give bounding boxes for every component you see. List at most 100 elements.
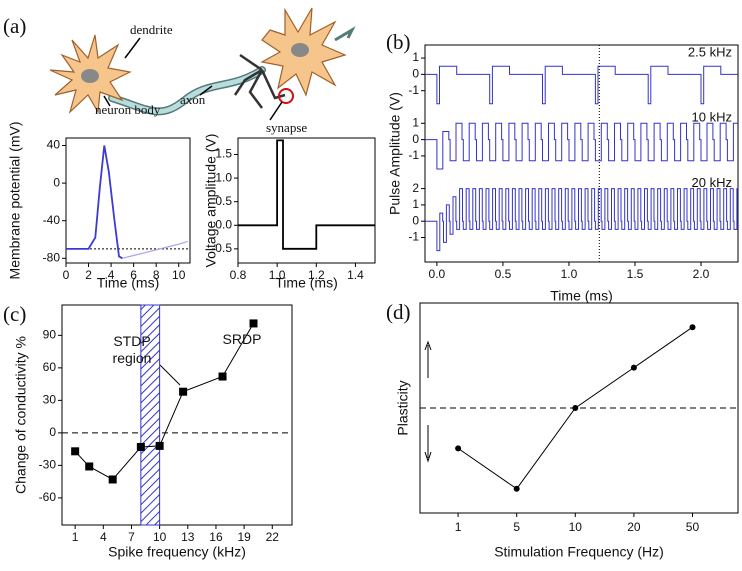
- y-tick-label: 1: [412, 50, 419, 64]
- y-tick-label: -30: [39, 458, 57, 472]
- y-tick-label: 1: [412, 197, 419, 211]
- y-tick-label: 1: [412, 115, 419, 129]
- y-tick-label: -1: [408, 148, 419, 162]
- data-line: [66, 145, 123, 260]
- x-tick-label: 2: [85, 268, 92, 282]
- y-axis-label: Pulse Amplitude (V): [387, 92, 403, 215]
- up-arrow: [424, 340, 432, 378]
- down-arrow: [424, 425, 432, 463]
- y-tick-label: 0: [412, 213, 419, 227]
- data-point: [108, 475, 117, 484]
- illustration-label: axon: [180, 92, 206, 107]
- y-axis-label: Change of conductivity %: [13, 336, 29, 494]
- x-tick-label: 7: [128, 530, 135, 544]
- illustration-label: neuron body: [95, 102, 161, 117]
- pulse-trace: [425, 188, 738, 252]
- data-line: [122, 240, 188, 259]
- trace-label: 20 kHz: [692, 175, 732, 190]
- y-tick-label: 2: [412, 181, 419, 195]
- data-point: [249, 319, 258, 328]
- plot-frame: [237, 137, 376, 264]
- data-point: [513, 485, 520, 492]
- x-tick-label: 4: [108, 268, 115, 282]
- data-point: [689, 324, 696, 331]
- x-tick-label: 0.8: [230, 268, 247, 282]
- x-tick-label: 1.0: [269, 268, 286, 282]
- y-tick-label: 60: [43, 360, 57, 374]
- illustration-label: synapse: [266, 120, 307, 135]
- panel-label: (d): [386, 300, 411, 324]
- x-tick-label: 5: [513, 520, 520, 534]
- x-tick-label: 50: [686, 520, 700, 534]
- x-tick-label: 0.0: [429, 267, 446, 281]
- x-tick-label: 16: [209, 530, 223, 544]
- x-axis-label: Time (ms): [550, 288, 612, 304]
- x-tick-label: 4: [100, 530, 107, 544]
- x-tick-label: 0.5: [495, 267, 512, 281]
- y-axis-label: Voltage amplitude (V): [203, 134, 219, 268]
- y-tick-label: 0: [412, 132, 419, 146]
- y-tick-label: -1: [408, 83, 419, 97]
- y-tick-label: -40: [43, 213, 61, 227]
- data-point: [71, 447, 80, 456]
- data-point: [179, 387, 188, 396]
- x-tick-label: 1: [72, 530, 79, 544]
- y-axis-label: Plasticity: [395, 380, 411, 435]
- x-tick-label: 20: [627, 520, 641, 534]
- x-tick-label: 6: [130, 268, 137, 282]
- y-tick-label: -80: [43, 250, 61, 264]
- x-tick-label: 13: [181, 530, 195, 544]
- illustration-label: dendrite: [130, 22, 173, 37]
- panel-label: (b): [386, 30, 411, 54]
- neuron-illustration: [49, 7, 356, 121]
- data-point: [455, 445, 462, 452]
- data-point: [155, 441, 164, 450]
- x-tick-label: 0: [63, 268, 70, 282]
- annotation: STDP region: [112, 333, 152, 366]
- pulse-trace: [425, 122, 738, 170]
- plot-frame: [65, 137, 191, 264]
- x-tick-label: 2.0: [693, 267, 710, 281]
- panel-label: (a): [3, 14, 26, 38]
- y-tick-label: 0: [53, 175, 60, 189]
- x-axis-label: Spike frequency (kHz): [108, 544, 246, 560]
- trace-label: 2.5 kHz: [688, 44, 732, 59]
- data-line: [238, 139, 375, 250]
- y-axis-label: Membrane potential (mV): [7, 122, 23, 280]
- plot-frame: [424, 44, 739, 263]
- x-tick-label: 19: [237, 530, 251, 544]
- x-axis-label: Time (ms): [275, 275, 337, 291]
- data-point: [218, 372, 227, 381]
- x-tick-label: 1.4: [347, 268, 364, 282]
- x-tick-label: 10: [172, 268, 186, 282]
- pulse-trace: [425, 65, 738, 105]
- y-tick-label: 0.5: [215, 194, 232, 208]
- annotation: SRDP: [222, 331, 262, 347]
- x-axis-label: Time (ms): [97, 275, 159, 291]
- panel-label: (c): [3, 302, 26, 326]
- data-point: [136, 442, 145, 451]
- y-tick-label: 0: [412, 67, 419, 81]
- data-point: [572, 405, 579, 411]
- x-tick-label: 1: [455, 520, 462, 534]
- data-point: [85, 462, 94, 471]
- y-tick-label: 1.0: [215, 170, 232, 184]
- x-tick-label: 10: [153, 530, 167, 544]
- x-axis-label: Stimulation Frequency (Hz): [494, 544, 664, 560]
- annotation-arrow: [159, 364, 181, 386]
- x-tick-label: 10: [569, 520, 583, 534]
- stdp-region: [140, 304, 161, 526]
- y-tick-label: 1.5: [215, 147, 232, 161]
- y-tick-label: 40: [47, 138, 61, 152]
- trace-label: 10 kHz: [692, 110, 732, 125]
- x-tick-label: 22: [266, 530, 280, 544]
- x-tick-label: 8: [153, 268, 160, 282]
- data-point: [630, 364, 637, 371]
- y-tick-label: -1: [408, 230, 419, 244]
- y-tick-label: 90: [43, 328, 57, 342]
- y-tick-label: 30: [43, 393, 57, 407]
- y-tick-label: -0.5: [211, 241, 232, 255]
- x-tick-label: 1.5: [627, 267, 644, 281]
